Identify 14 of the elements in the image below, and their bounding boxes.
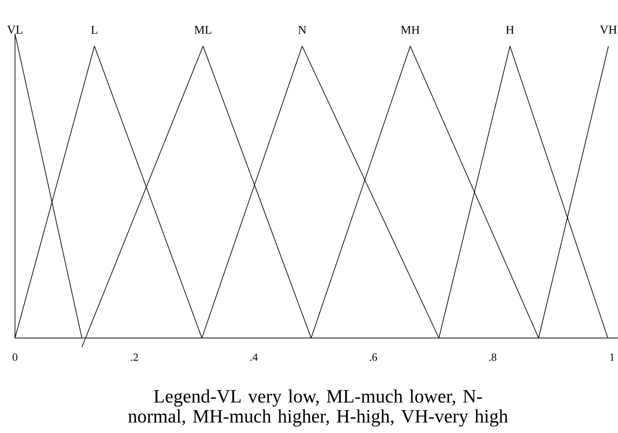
series-label: L xyxy=(91,26,98,34)
x-tick-label: .8 xyxy=(489,354,496,361)
x-tick-label: 1 xyxy=(610,354,614,361)
series-label: MH xyxy=(400,26,420,34)
series-label: N xyxy=(298,26,306,34)
x-tick-label: .2 xyxy=(131,354,138,361)
x-tick-label: .4 xyxy=(250,354,258,361)
series-label: H xyxy=(506,26,514,34)
series-label: VL xyxy=(7,26,22,34)
series-label: ML xyxy=(194,26,212,34)
x-tick-label: .6 xyxy=(370,354,378,361)
text: Legend-VL very low, ML-much lower, N-normal, MH-much higher, H-high, VH-very high xyxy=(128,389,508,427)
series-label: VH xyxy=(600,26,617,34)
x-tick-label: 0 xyxy=(12,354,18,361)
